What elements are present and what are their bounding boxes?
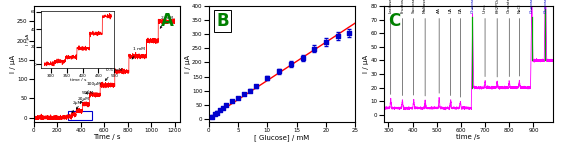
Text: Glucose: Glucose (470, 0, 474, 13)
Point (310, 48, 319, 50)
Text: KH2PO4: KH2PO4 (495, 0, 499, 77)
Point (333, 35, 342, 37)
Text: 2 mM: 2 mM (160, 16, 173, 28)
Text: 0.5 mM: 0.5 mM (105, 68, 122, 80)
Text: B: B (216, 12, 228, 30)
X-axis label: time /s: time /s (456, 134, 480, 140)
Text: Fructose: Fructose (400, 0, 404, 96)
Text: C: C (389, 12, 401, 30)
Point (233, 96, 243, 99)
Bar (68, 111, 92, 120)
Point (275, 70, 284, 73)
Point (228, 100, 237, 103)
X-axis label: Time / s: Time / s (94, 134, 121, 140)
Y-axis label: I / μA: I / μA (10, 55, 16, 73)
Text: NaCl: NaCl (517, 3, 521, 76)
Text: 2μM: 2μM (72, 101, 82, 113)
Text: 100μM: 100μM (86, 82, 102, 94)
Text: Glucose: Glucose (544, 0, 548, 13)
Point (287, 63, 296, 65)
Point (298, 57, 307, 59)
Text: UA: UA (449, 7, 453, 96)
Text: 50μM: 50μM (81, 91, 94, 103)
Y-axis label: I / μA: I / μA (184, 55, 191, 73)
Point (345, 32, 354, 34)
Point (321, 41, 331, 43)
Point (213, 111, 222, 114)
Point (239, 93, 248, 95)
Text: Urea: Urea (483, 3, 487, 77)
Point (245, 89, 254, 92)
Text: Maltose: Maltose (423, 0, 427, 96)
Text: 1 mM: 1 mM (132, 47, 145, 59)
Text: Sucrose: Sucrose (412, 0, 416, 95)
Point (222, 104, 231, 106)
Point (263, 77, 272, 79)
Text: Lactose: Lactose (389, 0, 393, 95)
Point (251, 85, 260, 88)
Text: Oxalate: Oxalate (507, 0, 511, 77)
Text: DA: DA (459, 7, 462, 97)
Point (207, 115, 216, 118)
X-axis label: [ Glucose] / mM: [ Glucose] / mM (254, 134, 310, 141)
Text: 20μM: 20μM (76, 97, 89, 109)
Text: A: A (161, 12, 174, 30)
Text: Glucose: Glucose (530, 0, 534, 13)
Y-axis label: I / μA: I / μA (363, 55, 369, 73)
Point (216, 109, 225, 111)
Text: AA: AA (437, 7, 441, 93)
Point (219, 107, 228, 109)
Point (210, 112, 219, 115)
